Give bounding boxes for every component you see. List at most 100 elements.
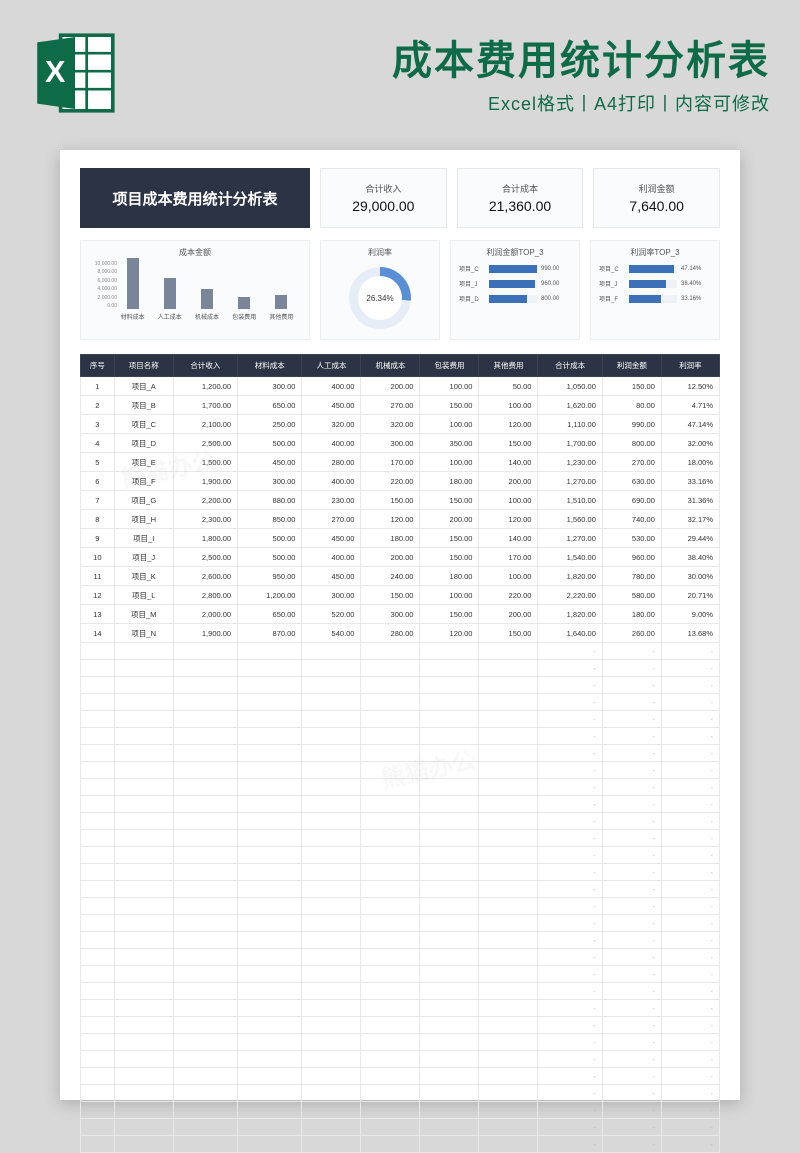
table-row: 3项目_C2,100.00250.00320.00320.00100.00120…	[81, 415, 720, 434]
hbar-row: 项目_J38.40%	[599, 279, 711, 288]
chart-title: 利润率	[368, 247, 392, 258]
table-row-empty: ---	[81, 745, 720, 762]
cost-bar-chart: 成本金额 10,000.008,000.006,000.004,000.002,…	[80, 240, 310, 340]
donut-label: 26.34%	[358, 276, 402, 320]
table-row: 12项目_L2,800.001,200.00300.00150.00100.00…	[81, 586, 720, 605]
profit-rate-donut: 利润率 26.34%	[320, 240, 440, 340]
bar-col: 机械成本	[193, 289, 220, 321]
table-row-empty: ---	[81, 728, 720, 745]
kpi-value: 29,000.00	[352, 198, 414, 214]
table-row-empty: ---	[81, 643, 720, 660]
banner-title: 成本费用统计分析表	[138, 28, 770, 86]
top3-amount-bars: 项目_C990.00 项目_J960.00 项目_D800.00	[459, 264, 571, 303]
top3-rate-chart: 利润率TOP_3 项目_C47.14% 项目_J38.40% 项目_F33.16%	[590, 240, 720, 340]
table-row-empty: ---	[81, 949, 720, 966]
banner-text: 成本费用统计分析表 Excel格式丨A4打印丨内容可修改	[138, 28, 770, 116]
table-row: 9项目_I1,800.00500.00450.00180.00150.00140…	[81, 529, 720, 548]
table-row: 2项目_B1,700.00650.00450.00270.00150.00100…	[81, 396, 720, 415]
kpi-value: 7,640.00	[629, 198, 684, 214]
table-row-empty: ---	[81, 796, 720, 813]
table-row-empty: ---	[81, 779, 720, 796]
bar-y-axis: 10,000.008,000.006,000.004,000.002,000.0…	[91, 261, 117, 309]
table-row: 7项目_G2,200.00880.00230.00150.00150.00100…	[81, 491, 720, 510]
table-row: 1项目_A1,200.00300.00400.00200.00100.0050.…	[81, 377, 720, 396]
kpi-profit: 利润金额 7,640.00	[593, 168, 720, 228]
table-row-empty: ---	[81, 915, 720, 932]
table-row: 11项目_K2,600.00950.00450.00240.00180.0010…	[81, 567, 720, 586]
table-row-empty: ---	[81, 1017, 720, 1034]
table-row: 6项目_F1,900.00300.00400.00220.00180.00200…	[81, 472, 720, 491]
table-header: 其他费用	[479, 355, 538, 377]
table-body: 1项目_A1,200.00300.00400.00200.00100.0050.…	[81, 377, 720, 1153]
table-row-empty: ---	[81, 847, 720, 864]
hbar-row: 项目_D800.00	[459, 294, 571, 303]
table-row-empty: ---	[81, 677, 720, 694]
bar-chart-area: 10,000.008,000.006,000.004,000.002,000.0…	[89, 261, 301, 321]
table-row-empty: ---	[81, 1102, 720, 1119]
table-row-empty: ---	[81, 694, 720, 711]
top-row: 项目成本费用统计分析表 合计收入 29,000.00 合计成本 21,360.0…	[80, 168, 720, 228]
table-header: 利润率	[661, 355, 719, 377]
kpi-label: 利润金额	[639, 182, 675, 195]
table-row-empty: ---	[81, 1051, 720, 1068]
table-header: 人工成本	[302, 355, 361, 377]
table-header: 利润金额	[602, 355, 661, 377]
table-header: 序号	[81, 355, 115, 377]
table-row-empty: ---	[81, 881, 720, 898]
table-header: 合计成本	[538, 355, 602, 377]
table-row: 14项目_N1,900.00870.00540.00280.00120.0015…	[81, 624, 720, 643]
table-row: 5项目_E1,500.00450.00280.00170.00100.00140…	[81, 453, 720, 472]
table-row: 13项目_M2,000.00650.00520.00300.00150.0020…	[81, 605, 720, 624]
bar-col: 人工成本	[156, 278, 183, 321]
svg-text:X: X	[45, 55, 66, 89]
bar-col: 包装费用	[231, 297, 258, 321]
kpi-label: 合计成本	[502, 182, 538, 195]
banner-subtitle: Excel格式丨A4打印丨内容可修改	[138, 90, 770, 116]
excel-icon: X	[30, 28, 120, 118]
bar-col: 材料成本	[119, 258, 146, 321]
table-row-empty: ---	[81, 864, 720, 881]
data-table: 序号项目名称合计收入材料成本人工成本机械成本包装费用其他费用合计成本利润金额利润…	[80, 354, 720, 1153]
hbar-row: 项目_J960.00	[459, 279, 571, 288]
top3-amount-chart: 利润金额TOP_3 项目_C990.00 项目_J960.00 项目_D800.00	[450, 240, 580, 340]
excel-sheet: 熊猫办公 熊猫办公 项目成本费用统计分析表 合计收入 29,000.00 合计成…	[60, 150, 740, 1100]
kpi-value: 21,360.00	[489, 198, 551, 214]
table-row: 4项目_D2,500.00500.00400.00300.00350.00150…	[81, 434, 720, 453]
bar-col: 其他费用	[268, 295, 295, 321]
table-header: 包装费用	[420, 355, 479, 377]
chart-title: 利润率TOP_3	[599, 247, 711, 258]
table-row-empty: ---	[81, 1068, 720, 1085]
table-row-empty: ---	[81, 898, 720, 915]
hbar-row: 项目_F33.16%	[599, 294, 711, 303]
kpi-cost: 合计成本 21,360.00	[457, 168, 584, 228]
hbar-row: 项目_C990.00	[459, 264, 571, 273]
kpi-label: 合计收入	[365, 182, 401, 195]
table-row-empty: ---	[81, 711, 720, 728]
hbar-row: 项目_C47.14%	[599, 264, 711, 273]
table-row-empty: ---	[81, 1119, 720, 1136]
table-row-empty: ---	[81, 966, 720, 983]
kpi-income: 合计收入 29,000.00	[320, 168, 447, 228]
table-row-empty: ---	[81, 1034, 720, 1051]
table-row: 10项目_J2,500.00500.00400.00200.00150.0017…	[81, 548, 720, 567]
table-header-row: 序号项目名称合计收入材料成本人工成本机械成本包装费用其他费用合计成本利润金额利润…	[81, 355, 720, 377]
table-row-empty: ---	[81, 1136, 720, 1153]
table-row: 8项目_H2,300.00850.00270.00120.00200.00120…	[81, 510, 720, 529]
table-row-empty: ---	[81, 1000, 720, 1017]
charts-row: 成本金额 10,000.008,000.006,000.004,000.002,…	[80, 240, 720, 340]
top3-rate-bars: 项目_C47.14% 项目_J38.40% 项目_F33.16%	[599, 264, 711, 303]
table-header: 机械成本	[361, 355, 420, 377]
banner: X 成本费用统计分析表 Excel格式丨A4打印丨内容可修改	[0, 18, 800, 138]
table-header: 项目名称	[114, 355, 173, 377]
table-row-empty: ---	[81, 983, 720, 1000]
table-header: 材料成本	[238, 355, 302, 377]
table-row-empty: ---	[81, 1085, 720, 1102]
table-row-empty: ---	[81, 660, 720, 677]
table-row-empty: ---	[81, 762, 720, 779]
table-row-empty: ---	[81, 932, 720, 949]
sheet-title: 项目成本费用统计分析表	[80, 168, 310, 228]
table-row-empty: ---	[81, 830, 720, 847]
chart-title: 利润金额TOP_3	[459, 247, 571, 258]
table-header: 合计收入	[173, 355, 237, 377]
chart-title: 成本金额	[89, 247, 301, 258]
